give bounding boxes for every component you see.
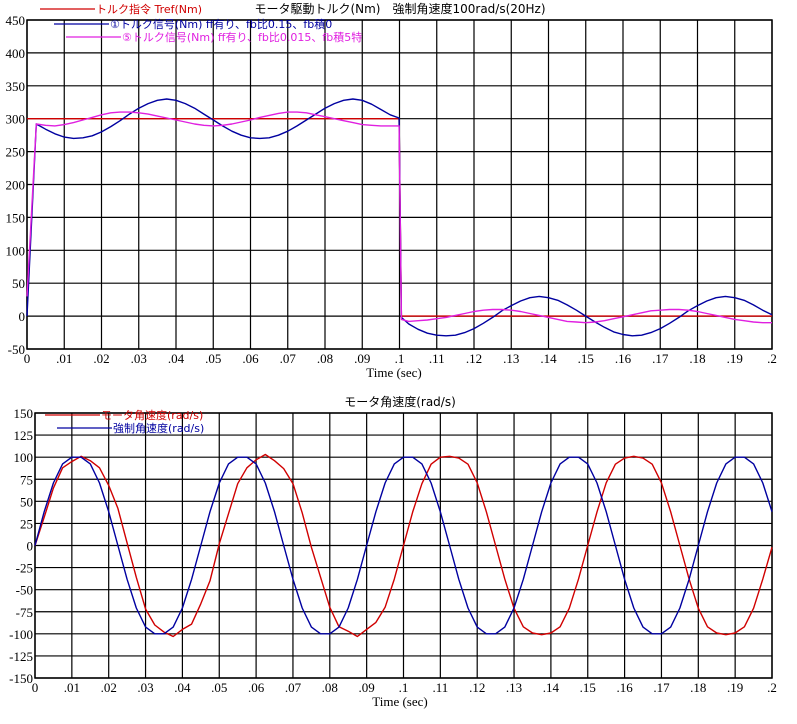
y-tick-label: 25	[20, 516, 33, 531]
torque-chart-y-ticks: 450 400 350 300 250 200 150 100 50 0 -50	[6, 13, 26, 357]
x-tick-label: .09	[359, 680, 375, 695]
x-tick-label: .08	[322, 680, 338, 695]
y-tick-label: 450	[6, 13, 26, 28]
y-tick-label: -125	[9, 649, 33, 664]
velocity-chart-y-ticks: 150 125 100 75 50 25 0 -25 -50 -75 -100 -125 -150	[9, 406, 33, 686]
y-tick-label: -150	[9, 671, 33, 686]
torque-chart-legend: トルク指令 Tref(Nm)①トルク信号(Nm) ff有り、fb比0.15、fb…	[40, 2, 362, 44]
x-tick-label: .14	[543, 680, 560, 695]
y-tick-label: 150	[14, 406, 34, 421]
velocity-chart: モータ角速度(rad/s) 150 125 100 75 50 25 0 -25 -50 -75 -…	[9, 394, 777, 709]
legend-entry: ⑤トルク信号(Nm) ff有り、fb比0.015、fb積5特	[122, 30, 362, 44]
legend-entry: トルク指令 Tref(Nm)	[96, 2, 202, 16]
x-tick-label: .06	[242, 351, 259, 366]
torque-chart-x-ticks: 0 .01 .02 .03 .04 .05 .06 .07 .08 .09 .1 .11 .12 .13.…	[24, 351, 777, 366]
series-line	[34, 453, 773, 638]
x-tick-label: .07	[285, 680, 302, 695]
x-tick-label: .1	[395, 351, 405, 366]
x-tick-label: .12	[466, 351, 482, 366]
x-tick-label: .13	[503, 351, 519, 366]
x-tick-label: .02	[93, 351, 109, 366]
legend-entry: モータ角速度(rad/s)	[101, 408, 203, 422]
torque-chart-x-label: Time (sec)	[366, 365, 422, 380]
x-tick-label: .05	[211, 680, 227, 695]
x-tick-label: .2	[767, 680, 777, 695]
x-tick-label: .11	[429, 351, 445, 366]
x-tick-label: .12	[469, 680, 485, 695]
y-tick-label: 125	[14, 428, 34, 443]
velocity-chart-title: モータ角速度(rad/s)	[344, 394, 456, 409]
x-tick-label: .18	[690, 680, 706, 695]
y-tick-label: 100	[6, 243, 26, 258]
x-tick-label: .13	[506, 680, 522, 695]
x-tick-label: .15	[578, 351, 594, 366]
x-tick-label: .04	[168, 351, 185, 366]
x-tick-label: .19	[727, 680, 743, 695]
series-line	[34, 456, 773, 635]
x-tick-label: 0	[24, 351, 31, 366]
velocity-chart-x-ticks: 0 .01 .02 .03 .04 .05 .06 .07 .08 .09 .1 .11 .12 .13.…	[32, 680, 777, 695]
x-tick-label: .1	[399, 680, 409, 695]
plot-frame	[26, 19, 773, 350]
torque-chart-grid	[26, 19, 773, 350]
x-tick-label: 0	[32, 680, 39, 695]
x-tick-label: .19	[727, 351, 743, 366]
y-tick-label: 50	[12, 276, 25, 291]
y-tick-label: 250	[6, 145, 26, 160]
y-tick-label: 50	[20, 494, 33, 509]
x-tick-label: .16	[615, 351, 632, 366]
x-tick-label: .09	[354, 351, 370, 366]
y-tick-label: 300	[6, 112, 26, 127]
y-tick-label: 350	[6, 79, 26, 94]
y-tick-label: 0	[19, 309, 26, 324]
x-tick-label: .01	[56, 351, 72, 366]
y-tick-label: -75	[16, 605, 33, 620]
y-tick-label: -25	[16, 561, 33, 576]
legend-entry: 強制角速度(rad/s)	[113, 421, 204, 435]
y-tick-label: -50	[16, 583, 33, 598]
y-tick-label: 75	[20, 472, 33, 487]
torque-chart: モータ駆動トルク(Nm) 強制角速度100rad/s(20Hz) 450 400 3…	[6, 1, 777, 380]
legend-entry: ①トルク信号(Nm) ff有り、fb比0.15、fb積0	[110, 17, 332, 31]
torque-chart-title: モータ駆動トルク(Nm) 強制角速度100rad/s(20Hz)	[254, 1, 545, 16]
series-line	[26, 111, 772, 324]
y-tick-label: 100	[14, 450, 34, 465]
y-tick-label: 400	[6, 46, 26, 61]
x-tick-label: .2	[767, 351, 777, 366]
x-tick-label: .03	[137, 680, 153, 695]
x-tick-label: .07	[280, 351, 297, 366]
y-tick-label: -100	[9, 627, 33, 642]
x-tick-label: .05	[205, 351, 221, 366]
x-tick-label: .02	[101, 680, 117, 695]
x-tick-label: .03	[131, 351, 147, 366]
x-tick-label: .04	[174, 680, 191, 695]
velocity-chart-x-label: Time (sec)	[372, 694, 428, 709]
torque-chart-lines	[26, 98, 773, 337]
x-tick-label: .15	[580, 680, 596, 695]
y-tick-label: 200	[6, 178, 26, 193]
velocity-chart-lines	[34, 453, 773, 638]
velocity-chart-legend: モータ角速度(rad/s)強制角速度(rad/s)	[45, 408, 204, 435]
x-tick-label: .18	[689, 351, 705, 366]
x-tick-label: .08	[317, 351, 333, 366]
x-tick-label: .06	[248, 680, 265, 695]
y-tick-label: 0	[27, 539, 34, 554]
x-tick-label: .01	[64, 680, 80, 695]
x-tick-label: .16	[616, 680, 633, 695]
x-tick-label: .14	[540, 351, 557, 366]
y-tick-label: 150	[6, 210, 26, 225]
x-tick-label: .17	[653, 680, 670, 695]
y-tick-label: -50	[8, 342, 25, 357]
x-tick-label: .17	[652, 351, 669, 366]
x-tick-label: .11	[432, 680, 448, 695]
